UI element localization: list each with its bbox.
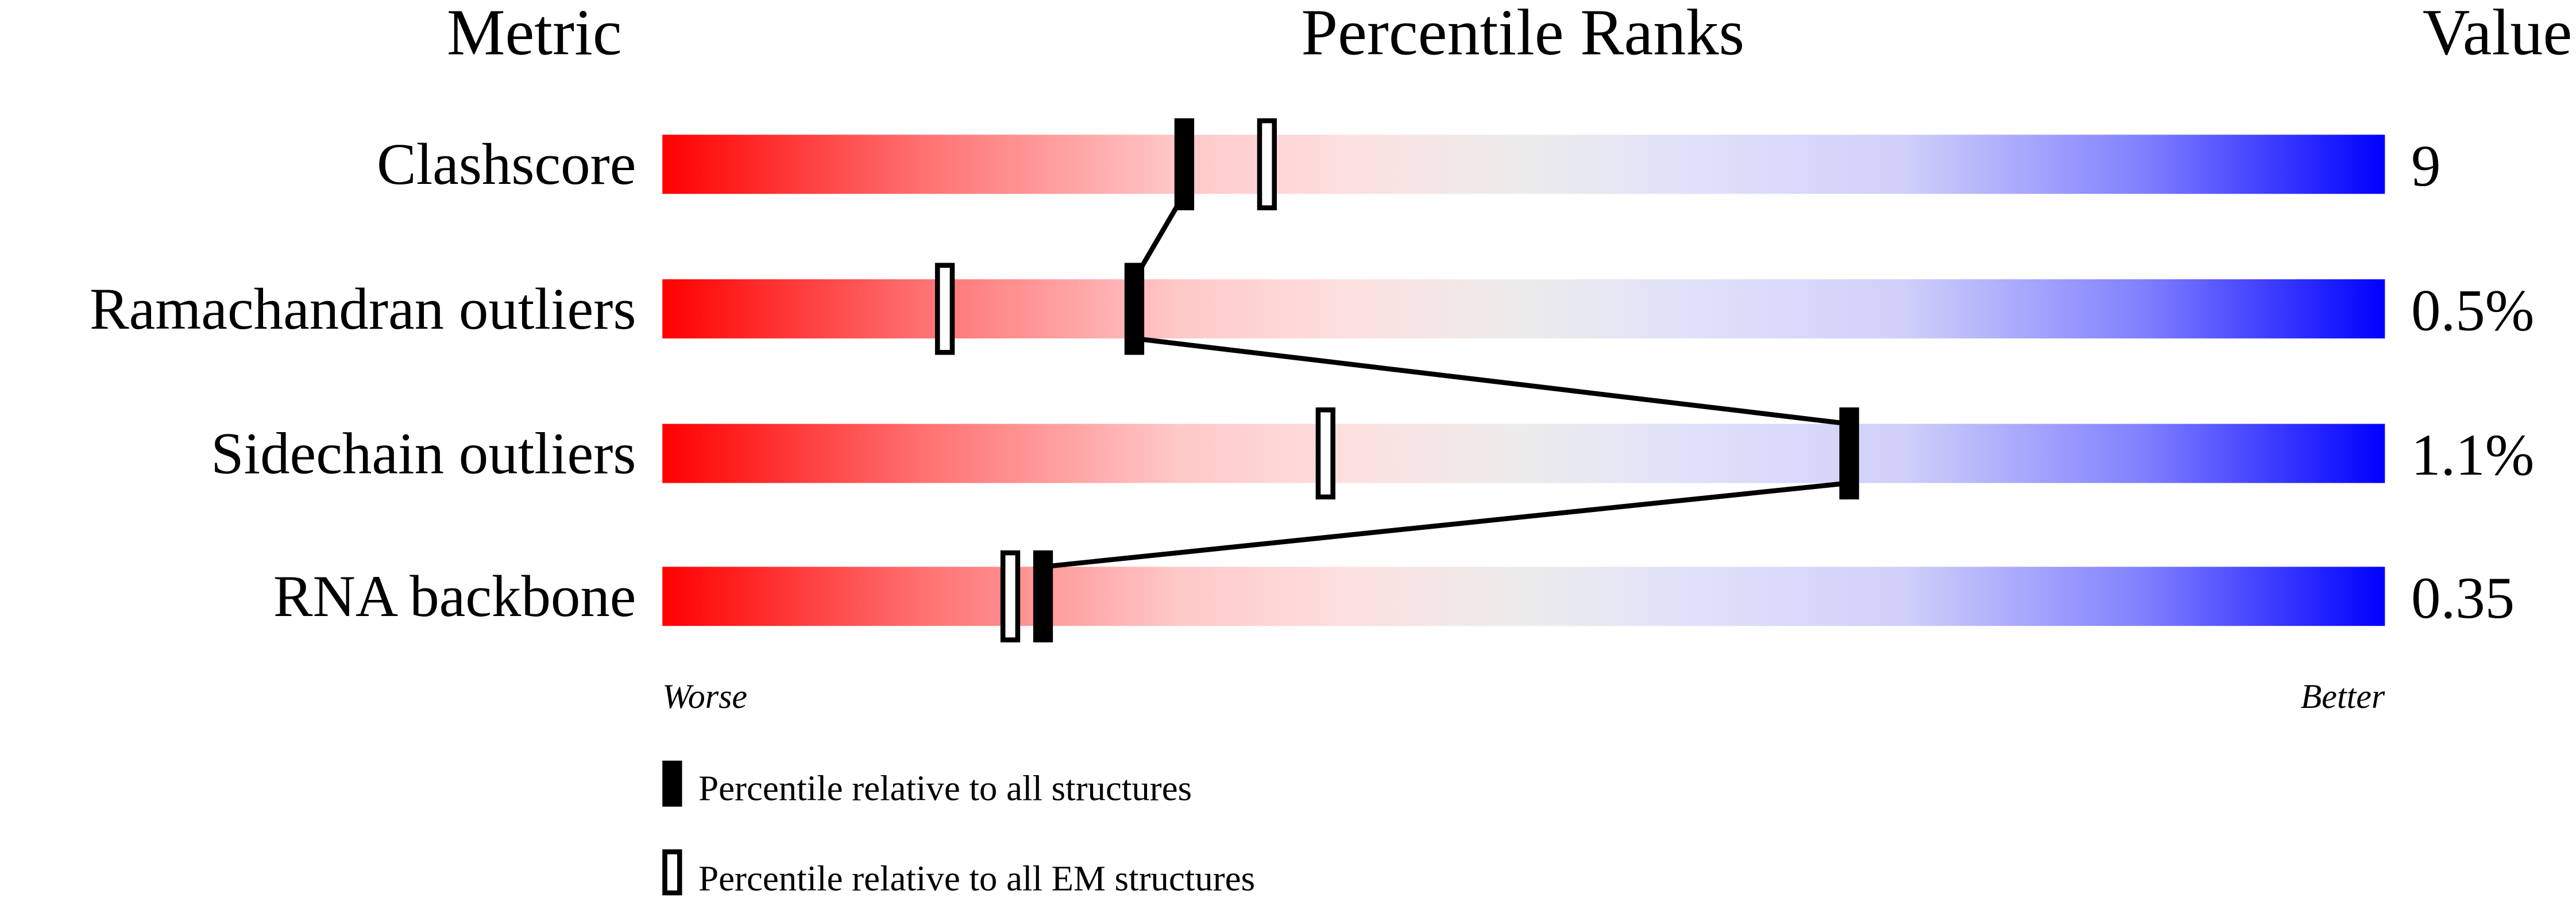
marker-all-structures	[1839, 407, 1859, 500]
marker-all-structures	[1124, 263, 1145, 355]
percentile-bar	[662, 567, 2385, 626]
marker-em-structures	[1000, 550, 1021, 642]
percentile-bar	[662, 424, 2385, 483]
header-metric: Metric	[447, 0, 622, 68]
percentile-bar	[662, 134, 2385, 194]
connector-lines	[1042, 193, 1850, 569]
metric-label: Clashscore	[377, 132, 636, 197]
metric-value: 9	[2411, 133, 2440, 199]
legend-open-label: Percentile relative to all EM structures	[698, 858, 1255, 897]
axis-label-better: Better	[2301, 677, 2385, 715]
header-value: Value	[2423, 0, 2572, 68]
connector-line	[1134, 336, 1850, 426]
marker-em-structures	[934, 263, 955, 355]
marker-all-structures	[1033, 550, 1053, 642]
metric-value: 0.35	[2411, 565, 2515, 631]
metric-label: RNA backbone	[273, 564, 636, 629]
metric-label: Ramachandran outliers	[90, 276, 636, 342]
marker-all-structures	[1174, 118, 1195, 210]
axis-label-worse: Worse	[662, 677, 747, 715]
marker-em-structures	[1257, 118, 1277, 210]
metric-value: 0.5%	[2411, 278, 2534, 344]
marker-em-structures	[1315, 407, 1336, 500]
legend-filled-label: Percentile relative to all structures	[698, 768, 1192, 808]
header-percentile-ranks: Percentile Ranks	[1301, 0, 1745, 68]
legend-filled-marker-icon	[662, 760, 682, 807]
connector-line	[1042, 480, 1850, 569]
legend-open-marker-icon	[662, 849, 682, 896]
rows: Clashscore 9 Ramachandran outliers 0.5% Side…	[90, 132, 2534, 631]
percentile-bar	[662, 279, 2385, 338]
metric-label: Sidechain outliers	[211, 421, 636, 486]
metric-value: 1.1%	[2411, 422, 2534, 488]
markers	[934, 118, 1859, 642]
